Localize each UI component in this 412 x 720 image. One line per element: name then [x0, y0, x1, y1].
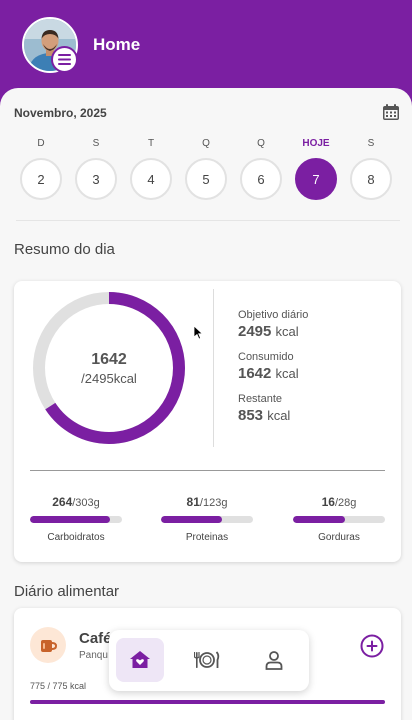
vertical-divider [213, 289, 214, 447]
avatar[interactable] [22, 17, 78, 73]
calorie-donut-chart [33, 292, 185, 444]
summary-title: Resumo do dia [14, 241, 115, 258]
day-item-today[interactable]: HOJE 7 [295, 138, 337, 200]
stat-value: 1642 [238, 365, 272, 382]
macro-current: 264 [52, 495, 73, 509]
month-label: Novembro, 2025 [14, 106, 107, 120]
stat-goal: Objetivo diário 2495 kcal [238, 309, 308, 340]
horizontal-divider [30, 470, 385, 471]
stat-unit: kcal [275, 324, 299, 339]
menu-button[interactable] [51, 46, 78, 73]
meal-name: Café [79, 630, 112, 647]
stat-label: Consumido [238, 351, 294, 363]
meal-kcal: 775 / 775 kcal [30, 681, 87, 691]
week-selector: D 2 S 3 T 4 Q 5 Q 6 HOJE 7 S 8 [20, 138, 392, 200]
macro-current: 81 [186, 495, 200, 509]
day-letter: S [92, 138, 100, 149]
meal-subtitle: Panqu [79, 650, 108, 661]
nav-home-button[interactable] [116, 638, 164, 682]
stat-label: Objetivo diário [238, 309, 309, 321]
day-number[interactable]: 4 [130, 158, 172, 200]
coffee-cup-icon [30, 627, 66, 663]
macro-carbs: 264/303g Carboidratos [30, 495, 122, 543]
avatar-button[interactable] [22, 17, 78, 73]
macro-bar-fill [293, 516, 346, 523]
stat-value: 2495 [238, 323, 272, 340]
stat-consumed: Consumido 1642 kcal [238, 351, 299, 382]
calendar-icon[interactable] [382, 103, 400, 121]
day-letter: D [37, 138, 45, 149]
macro-label: Gorduras [318, 532, 360, 543]
day-number[interactable]: 5 [185, 158, 227, 200]
macro-target: /28g [334, 497, 357, 509]
macro-protein: 81/123g Proteinas [161, 495, 253, 543]
menu-icon [58, 54, 71, 65]
macro-label: Proteinas [185, 532, 229, 543]
home-heart-icon [130, 651, 150, 668]
day-letter: T [147, 138, 155, 149]
day-letter: HOJE [302, 138, 330, 149]
user-photo-icon [24, 19, 76, 71]
day-number[interactable]: 6 [240, 158, 282, 200]
content-sheet: Novembro, 2025 D 2 S 3 T 4 Q 5 Q 6 HOJE 7 S 8 Resumo … [0, 88, 412, 720]
stat-unit: kcal [275, 366, 299, 381]
macro-bar-fill [161, 516, 222, 523]
consumed-value: 1642 [91, 350, 127, 368]
day-number[interactable]: 8 [350, 158, 392, 200]
stat-remaining: Restante 853 kcal [238, 393, 290, 424]
nav-profile-button[interactable] [250, 638, 298, 682]
divider [16, 220, 400, 221]
day-letter: S [367, 138, 375, 149]
day-number[interactable]: 7 [295, 158, 337, 200]
macro-fat: 16/28g Gorduras [293, 495, 385, 543]
diary-title: Diário alimentar [14, 583, 120, 600]
summary-card: 1642 /2495kcal Objetivo diário 2495 kcal… [14, 281, 401, 562]
goal-text: /2495kcal [81, 370, 137, 386]
macro-bar [30, 516, 122, 523]
macro-target: /123g [199, 497, 228, 509]
stat-label: Restante [238, 393, 283, 405]
macro-label: Carboidratos [47, 532, 105, 543]
app-header: Home [0, 0, 412, 100]
macro-bar [161, 516, 253, 523]
day-number[interactable]: 2 [20, 158, 62, 200]
macro-bar [293, 516, 385, 523]
donut-center: 1642 /2495kcal [30, 289, 188, 447]
macro-target: /303g [72, 497, 100, 509]
day-letter: Q [202, 138, 210, 149]
nav-food-button[interactable] [183, 638, 231, 682]
macro-current: 16 [321, 495, 335, 509]
day-letter: Q [257, 138, 265, 149]
mouse-cursor-icon [194, 326, 204, 340]
day-number[interactable]: 3 [75, 158, 117, 200]
stat-unit: kcal [267, 408, 291, 423]
add-food-button[interactable] [360, 634, 384, 658]
page-title: Home [93, 35, 141, 54]
plate-cutlery-icon [194, 651, 220, 668]
donut-progress [33, 292, 185, 444]
stat-value: 853 [238, 407, 264, 424]
bottom-navigation [109, 630, 309, 691]
meal-progress-bar [30, 700, 385, 704]
macro-bar-fill [30, 516, 111, 523]
person-icon [265, 651, 283, 670]
